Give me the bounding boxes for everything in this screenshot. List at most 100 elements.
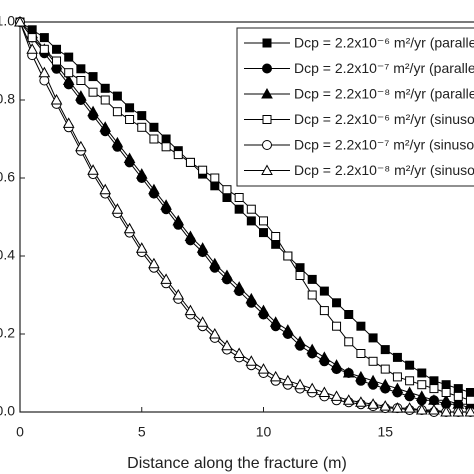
marker [271,239,281,249]
marker [415,390,428,401]
marker [282,324,294,335]
marker [330,359,343,370]
marker [64,52,74,62]
marker [344,310,354,319]
marker [208,257,221,269]
marker [246,204,256,214]
marker [356,349,366,358]
marker [452,405,465,417]
marker [391,382,404,394]
marker [88,87,98,97]
marker [453,391,463,401]
marker [161,142,171,152]
x-tick-label: 0 [16,424,24,440]
marker [198,165,208,175]
marker [135,168,148,179]
marker [246,216,256,226]
marker [380,345,390,355]
marker [234,204,244,214]
marker [294,335,306,347]
marker [367,398,379,409]
y-tick-label: 0.0 [0,403,15,419]
marker [76,76,86,85]
marker [137,122,147,132]
marker [222,185,232,195]
marker [332,321,342,331]
marker [441,380,451,390]
marker [318,351,331,362]
marker [160,199,172,210]
legend-label: Dcp = 2.2x10⁻⁸ m²/yr (sinusoidal) [294,162,474,178]
marker [355,370,367,382]
marker [64,68,74,78]
marker [111,203,124,214]
marker [415,404,428,415]
marker [137,111,147,121]
marker [318,386,331,397]
x-tick-label: 5 [138,424,146,440]
marker [184,304,197,316]
marker [208,327,221,339]
y-tick-label: 0.6 [0,169,15,185]
marker [464,405,474,417]
marker [356,321,366,331]
marker [233,281,245,292]
marker [148,183,160,195]
marker [172,288,185,300]
marker [282,374,294,386]
marker [99,183,112,195]
marker [440,394,452,405]
marker [39,33,49,43]
marker [75,90,87,101]
marker [257,363,270,374]
marker [196,242,209,253]
marker [307,274,317,284]
marker [196,316,209,327]
marker [367,374,379,386]
marker [417,368,427,378]
marker [50,93,63,105]
marker [52,44,62,54]
marker [99,121,112,132]
marker [368,333,378,343]
marker [39,75,50,86]
marker [245,292,258,304]
legend-marker [262,140,272,150]
marker [75,140,87,152]
legend-box [236,27,474,187]
marker [428,404,440,415]
marker [465,388,474,397]
legend-label: Dcp = 2.2x10⁻⁶ m²/yr (sinusoidal) [294,111,474,127]
marker [173,150,183,160]
marker [379,378,392,390]
marker [210,181,220,191]
marker [210,173,220,183]
marker [319,286,329,296]
y-tick-label: 0.8 [0,91,15,107]
marker [184,230,197,241]
marker [221,269,233,280]
marker [417,380,427,390]
marker [294,378,306,390]
marker [392,372,402,382]
marker [380,364,390,374]
marker [269,316,282,327]
marker [112,107,122,117]
marker [319,306,329,316]
marker [39,44,49,54]
legend-label: Dcp = 2.2x10⁻⁷ m²/yr (sinusoidal) [294,137,474,153]
y-tick-label: 0.4 [0,247,15,263]
marker [355,396,367,407]
marker [14,15,26,27]
marker [405,360,415,370]
marker [368,356,378,366]
marker [149,134,159,144]
marker [440,405,452,417]
marker [257,304,270,316]
x-axis-label: Distance along the fracture (m) [127,455,347,472]
marker [185,157,195,167]
marker [465,395,474,405]
marker [259,228,268,238]
marker [403,402,416,413]
marker [379,400,392,411]
